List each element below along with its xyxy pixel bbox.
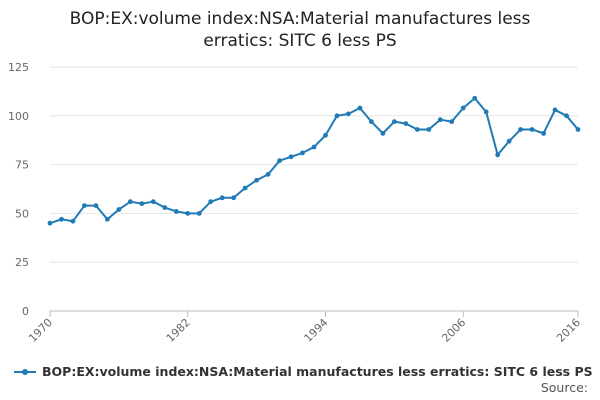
data-point	[506, 138, 512, 144]
data-point	[59, 216, 64, 222]
data-point	[173, 209, 179, 214]
data-point	[47, 220, 53, 226]
data-point	[231, 195, 237, 201]
series-line	[49, 97, 579, 225]
data-point	[403, 121, 409, 127]
data-point	[70, 218, 76, 224]
x-tick-label: 1982	[164, 316, 193, 345]
data-point	[219, 195, 225, 201]
data-point	[162, 205, 168, 210]
legend-label: BOP:EX:volume index:NSA:Material manufac…	[42, 364, 593, 379]
x-tick-label: 2006	[439, 316, 468, 345]
data-point	[495, 152, 501, 158]
data-point	[323, 132, 328, 138]
data-point	[529, 127, 535, 132]
data-point	[116, 207, 122, 212]
data-point	[288, 154, 294, 160]
data-point	[472, 95, 478, 101]
data-point	[449, 119, 455, 125]
data-point	[437, 117, 443, 123]
data-point	[150, 199, 156, 205]
data-point	[460, 105, 466, 111]
data-point	[127, 199, 133, 205]
chart-title-line-1: BOP:EX:volume index:NSA:Material manufac…	[69, 9, 531, 29]
data-point	[196, 211, 202, 216]
y-tick-label: 100	[8, 110, 29, 123]
data-point	[541, 130, 546, 136]
data-point	[334, 113, 340, 119]
data-point	[391, 119, 397, 125]
data-point	[300, 150, 305, 156]
chart-title-line-2: erratics: SITC 6 less PS	[203, 31, 397, 51]
data-point	[380, 130, 386, 136]
y-tick-label: 25	[15, 256, 29, 269]
data-point	[426, 127, 432, 132]
y-tick-label: 125	[8, 61, 29, 74]
chart-title: BOP:EX:volume index:NSA:Material manufac…	[0, 8, 600, 52]
data-point	[483, 109, 489, 115]
data-point	[185, 211, 191, 216]
data-point	[242, 185, 248, 191]
data-point	[357, 105, 363, 111]
data-point	[518, 127, 524, 132]
data-point	[277, 158, 282, 164]
data-point	[346, 111, 351, 117]
y-tick-label: 0	[22, 305, 29, 318]
data-point	[104, 216, 110, 222]
legend[interactable]: BOP:EX:volume index:NSA:Material manufac…	[14, 364, 593, 379]
data-point	[82, 203, 87, 208]
y-tick-label: 50	[15, 207, 29, 220]
data-point	[265, 171, 271, 177]
x-tick-label: 2016	[554, 316, 583, 345]
data-point	[254, 177, 260, 183]
x-tick-label: 1994	[302, 316, 331, 345]
data-point	[311, 144, 317, 150]
data-point	[575, 127, 581, 132]
data-point	[139, 201, 145, 207]
data-point	[564, 113, 569, 119]
y-tick-label: 75	[15, 159, 29, 172]
data-point	[368, 119, 374, 125]
data-point	[208, 199, 214, 205]
legend-swatch-icon	[14, 367, 36, 377]
data-point	[414, 127, 420, 132]
x-tick-label: 1970	[26, 316, 55, 345]
source-label: Source:	[540, 380, 588, 395]
data-point	[93, 203, 99, 208]
data-point	[552, 107, 558, 113]
